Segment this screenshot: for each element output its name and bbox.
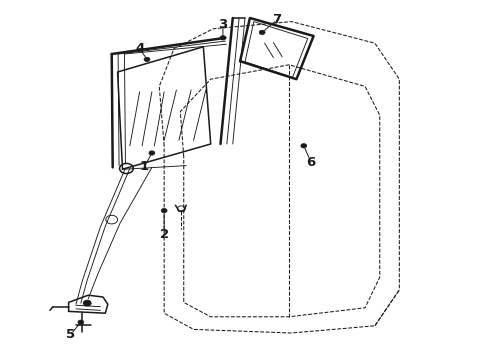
Circle shape [259,30,265,35]
Circle shape [149,151,155,155]
Circle shape [220,36,226,40]
Text: 7: 7 [272,13,281,26]
Text: 1: 1 [140,160,149,173]
Text: 4: 4 [135,42,144,55]
Text: 2: 2 [160,228,169,241]
Circle shape [161,208,167,213]
Text: 3: 3 [219,18,227,31]
Circle shape [301,144,307,148]
Circle shape [78,320,84,324]
Circle shape [144,57,150,62]
Text: 6: 6 [307,156,316,169]
Circle shape [83,300,91,306]
Text: 5: 5 [67,328,75,341]
